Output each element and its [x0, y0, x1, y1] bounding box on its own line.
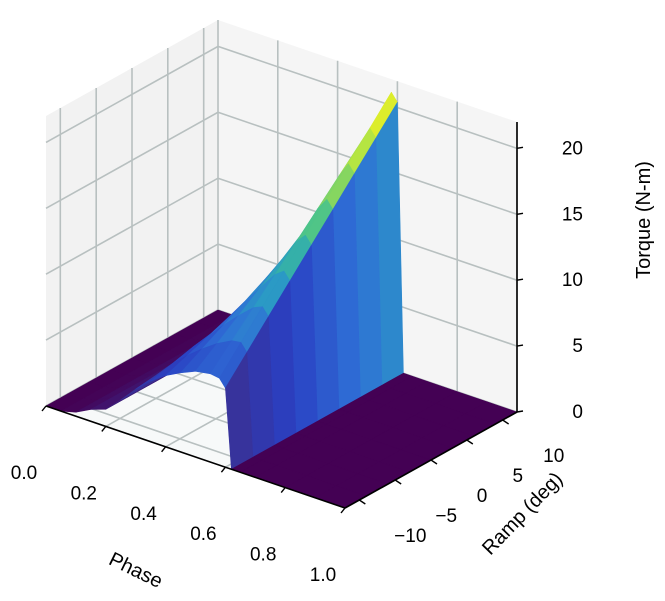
y-tick-label: 10	[543, 446, 564, 467]
x-tick-label: 0.6	[190, 524, 216, 545]
x-axis-line	[45, 405, 346, 509]
z-tick	[516, 344, 524, 347]
y-tick	[466, 439, 474, 445]
x-axis-title: Phase	[105, 548, 166, 593]
z-tick	[516, 410, 524, 413]
y-tick-label: 0	[477, 486, 488, 507]
y-tick	[358, 499, 366, 505]
z-grid-line	[45, 45, 518, 150]
x-tick	[41, 405, 47, 412]
torque-surface	[45, 92, 518, 509]
x-tick-label: 1.0	[310, 565, 336, 586]
x-tick-label: 0.8	[250, 545, 276, 566]
x-tick-label: 0.4	[130, 504, 157, 525]
x-tick	[220, 466, 226, 473]
y-tick	[430, 459, 438, 465]
z-grid-line	[45, 111, 518, 216]
z-tick	[516, 146, 524, 150]
y-ticks: −10 −5 0 5 10	[358, 419, 564, 547]
z-axis-title: Torque (N-m)	[633, 161, 655, 279]
z-tick-label: 10	[562, 270, 583, 291]
z-tick-label: 5	[572, 336, 583, 357]
x-tick-label: 0.2	[71, 483, 97, 504]
x-ticks: 0.0 0.2 0.4 0.6 0.8 1.0	[11, 405, 346, 586]
y-tick-label: −5	[435, 506, 457, 527]
z-tick-label: 0	[572, 402, 583, 423]
z-tick-label: 15	[562, 204, 583, 225]
x-tick	[340, 507, 346, 514]
z-ticks: 0 5 10 15 20	[516, 138, 583, 423]
z-grid-line	[45, 243, 518, 347]
x-tick	[280, 487, 286, 494]
x-tick	[161, 446, 167, 453]
z-tick	[516, 212, 524, 215]
y-tick-label: −10	[394, 526, 426, 547]
z-tick	[516, 278, 524, 281]
x-tick	[101, 425, 107, 432]
y-tick-label: 5	[513, 466, 524, 487]
z-tick-label: 20	[562, 138, 583, 159]
y-tick	[502, 419, 510, 425]
z-grid-line	[45, 177, 518, 281]
x-tick-label: 0.0	[11, 463, 37, 484]
y-tick	[394, 479, 402, 485]
